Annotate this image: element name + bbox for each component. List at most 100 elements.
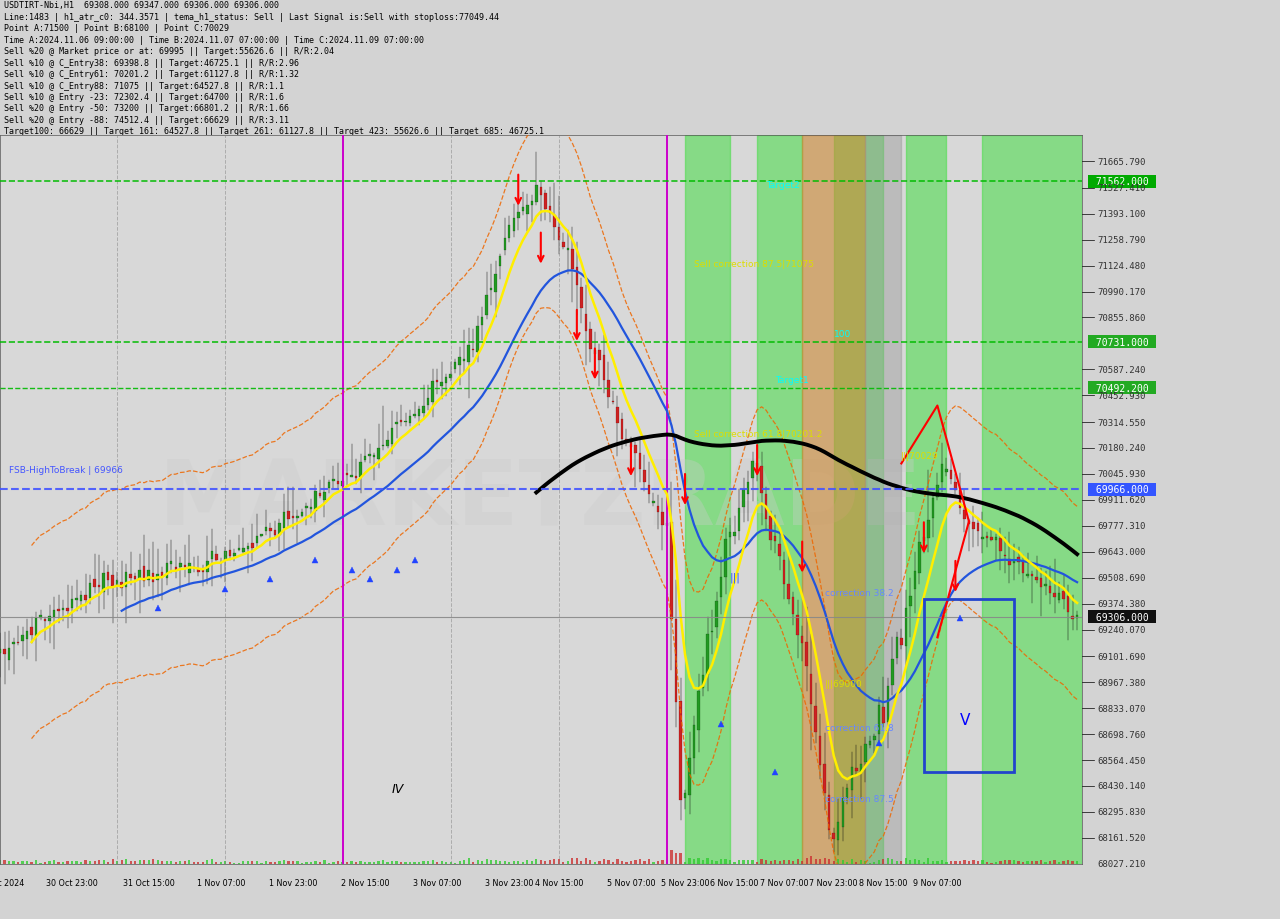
Bar	[428, 861, 429, 864]
Bar	[558, 859, 559, 864]
Bar	[864, 744, 867, 762]
Bar	[689, 758, 691, 795]
Bar	[814, 706, 817, 732]
Bar	[88, 583, 91, 599]
Bar	[97, 584, 100, 587]
Bar	[796, 615, 799, 635]
Text: FSB-HighToBreak | 69966: FSB-HighToBreak | 69966	[9, 465, 123, 474]
Bar	[314, 492, 316, 512]
Bar	[612, 402, 614, 403]
Text: Target2: Target2	[767, 181, 800, 190]
Bar	[1030, 861, 1033, 864]
Bar	[710, 860, 713, 864]
Bar	[61, 862, 64, 864]
Bar	[878, 705, 881, 734]
Bar	[197, 570, 200, 573]
Bar	[44, 619, 46, 621]
Bar	[924, 599, 1014, 773]
Bar	[742, 490, 745, 507]
Bar	[850, 767, 852, 790]
Bar	[905, 608, 908, 647]
Bar	[301, 513, 303, 516]
Text: Sell correction 61.8|70201.2: Sell correction 61.8|70201.2	[694, 430, 823, 439]
Bar	[716, 860, 718, 864]
Bar	[396, 861, 398, 864]
Bar	[977, 861, 979, 864]
Bar	[598, 860, 600, 864]
Bar	[390, 861, 393, 864]
Bar	[909, 596, 911, 607]
Text: |||69000: |||69000	[824, 679, 863, 687]
Bar	[449, 862, 452, 864]
Bar	[1076, 861, 1078, 864]
Bar	[26, 631, 28, 639]
Bar	[13, 861, 14, 864]
Bar	[108, 572, 109, 580]
Bar	[4, 860, 5, 864]
Bar	[108, 862, 109, 864]
Bar	[531, 861, 532, 864]
Bar	[991, 863, 992, 864]
Bar	[428, 398, 429, 405]
Bar	[1076, 616, 1078, 618]
Bar	[387, 440, 389, 446]
Text: 69966.000: 69966.000	[1089, 485, 1155, 494]
Bar	[476, 326, 479, 353]
Bar	[58, 609, 60, 611]
Bar	[846, 789, 849, 799]
Bar	[941, 465, 943, 482]
Bar	[941, 860, 943, 864]
Bar	[179, 861, 182, 864]
Text: 68967.380: 68967.380	[1097, 678, 1146, 686]
Text: IV: IV	[392, 782, 404, 795]
Text: 3 Nov 23:00: 3 Nov 23:00	[485, 878, 534, 887]
Bar	[644, 861, 645, 864]
Bar	[22, 635, 24, 641]
Bar	[580, 861, 582, 864]
Bar	[174, 568, 177, 570]
Bar	[792, 861, 795, 864]
Bar	[707, 634, 709, 675]
Bar	[413, 862, 416, 864]
Bar	[1018, 557, 1020, 562]
Bar	[963, 511, 965, 519]
Bar	[580, 288, 582, 308]
Bar	[156, 860, 159, 864]
Bar	[242, 549, 244, 552]
Bar	[161, 861, 164, 864]
Bar	[914, 572, 916, 590]
Text: 69374.380: 69374.380	[1097, 599, 1146, 608]
Bar	[783, 561, 786, 584]
Bar	[165, 861, 168, 864]
Bar	[671, 850, 672, 864]
Bar	[685, 136, 730, 864]
Text: 68698.760: 68698.760	[1097, 730, 1146, 739]
Bar	[364, 457, 366, 460]
Text: 68833.070: 68833.070	[1097, 704, 1146, 713]
Bar	[351, 475, 353, 477]
Bar	[147, 860, 150, 864]
Bar	[887, 686, 890, 722]
Bar	[265, 528, 268, 531]
Bar	[968, 521, 970, 525]
Bar	[801, 861, 804, 864]
Bar	[256, 537, 259, 543]
Bar	[449, 374, 452, 379]
Bar	[973, 523, 974, 529]
Bar	[1039, 860, 1042, 864]
Bar	[828, 795, 831, 830]
Bar	[680, 701, 682, 800]
Bar	[918, 859, 920, 864]
Bar	[342, 482, 344, 486]
Bar	[238, 549, 241, 550]
Bar	[639, 454, 641, 470]
Text: 71124.480: 71124.480	[1097, 262, 1146, 271]
Text: 70045.930: 70045.930	[1097, 470, 1146, 479]
Bar	[346, 862, 348, 864]
Bar	[211, 551, 212, 560]
Bar	[671, 522, 673, 619]
Bar	[116, 861, 118, 864]
Bar	[143, 860, 146, 864]
Bar	[503, 238, 506, 251]
Bar	[612, 862, 614, 864]
